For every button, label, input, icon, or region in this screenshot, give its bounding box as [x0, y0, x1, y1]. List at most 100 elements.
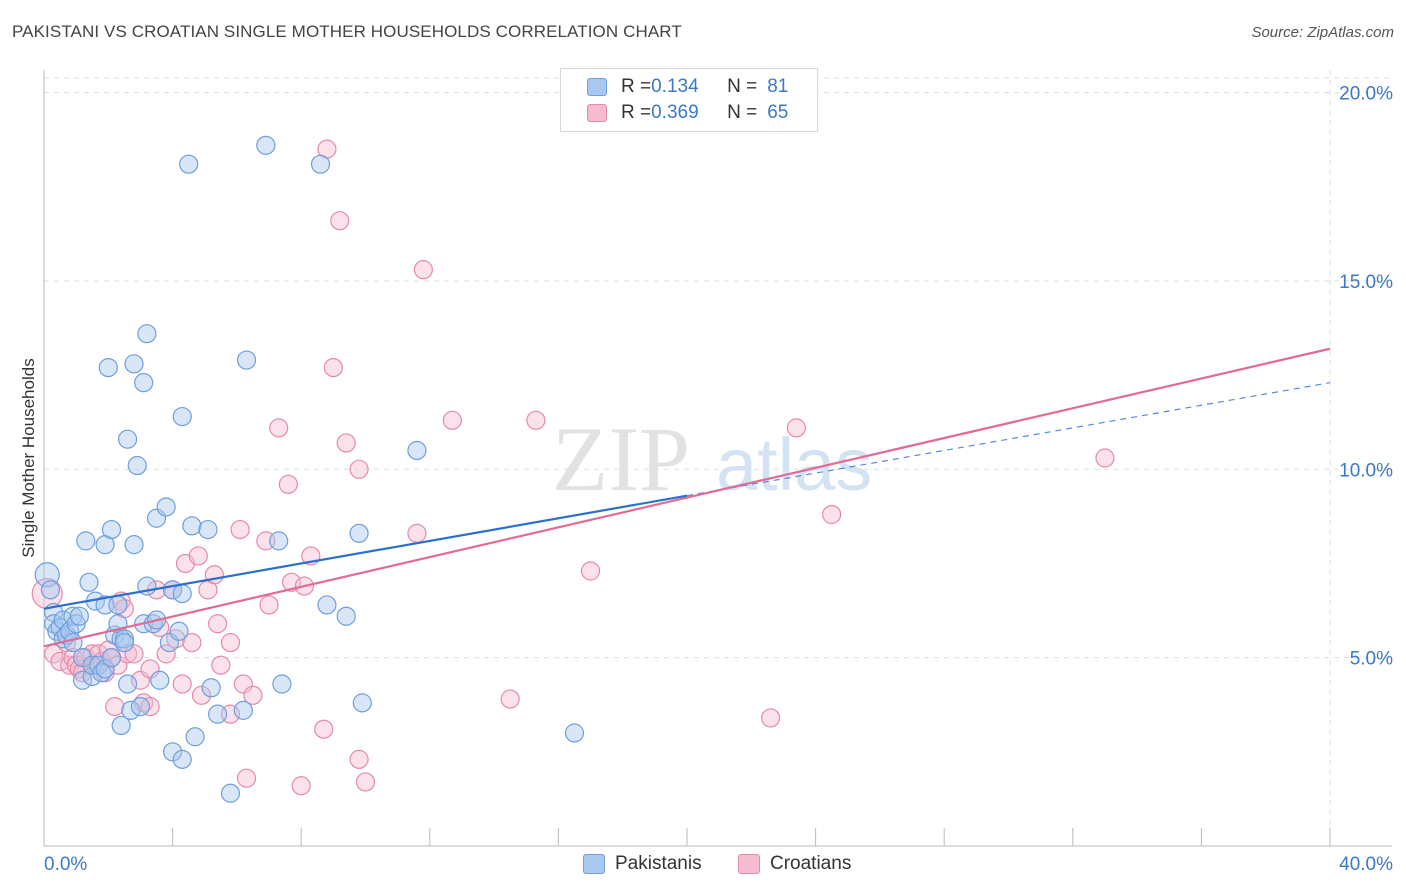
data-point-croatians: [407, 523, 427, 543]
bottom-legend-label: Pakistanis: [615, 853, 702, 874]
trend-lines: [43, 347, 1331, 648]
data-point-croatians: [500, 689, 520, 709]
source-label: Source: ZipAtlas.com: [1251, 24, 1394, 41]
data-point-pakistanis: [220, 783, 241, 803]
watermark-zip: ZIP: [552, 408, 690, 510]
data-point-croatians: [413, 260, 433, 280]
x-tick-label: 0.0%: [44, 854, 87, 875]
data-point-croatians: [442, 410, 462, 430]
watermark: ZIP atlas: [552, 408, 872, 510]
data-point-croatians: [786, 418, 806, 438]
data-point-pakistanis: [72, 670, 93, 690]
data-point-pakistanis: [117, 429, 138, 449]
data-point-croatians: [243, 685, 263, 705]
data-point-pakistanis: [114, 632, 134, 653]
axes: [43, 70, 1392, 847]
y-tick-label: 15.0%: [1339, 272, 1393, 293]
data-point-pakistanis: [130, 697, 151, 717]
data-point-croatians: [580, 561, 601, 581]
data-point-pakistanis: [310, 154, 331, 174]
data-point-pakistanis: [156, 497, 176, 517]
data-point-pakistanis: [134, 373, 154, 393]
data-point-croatians: [323, 357, 343, 378]
data-point-croatians: [355, 772, 376, 792]
data-point-pakistanis: [40, 580, 61, 600]
data-point-croatians: [230, 519, 250, 540]
data-point-pakistanis: [98, 357, 118, 378]
y-tick-label: 5.0%: [1350, 649, 1393, 670]
data-point-pakistanis: [208, 704, 228, 724]
legend-r-value: 0.134: [651, 76, 699, 97]
data-point-pakistanis: [256, 135, 276, 155]
data-point-pakistanis: [336, 606, 356, 626]
data-point-croatians: [204, 565, 224, 585]
data-point-pakistanis: [95, 659, 115, 679]
data-point-pakistanis: [269, 531, 289, 551]
series-pakistanis: [34, 135, 585, 803]
data-point-pakistanis: [172, 749, 192, 769]
data-point-pakistanis: [150, 670, 170, 690]
data-point-pakistanis: [108, 595, 128, 615]
data-point-pakistanis: [317, 595, 337, 615]
data-point-pakistanis: [92, 663, 112, 683]
data-point-pakistanis: [352, 693, 372, 713]
legend-swatch-blue: [587, 78, 607, 96]
data-point-croatians: [172, 674, 192, 694]
data-point-croatians: [236, 768, 257, 788]
trend-line-pakistanis-extension: [686, 382, 1331, 497]
data-point-pakistanis: [72, 648, 93, 668]
data-point-croatians: [259, 595, 279, 615]
data-point-pakistanis: [233, 700, 253, 720]
data-point-croatians: [526, 410, 546, 430]
data-point-croatians: [105, 697, 125, 717]
data-point-pakistanis: [407, 440, 427, 461]
data-point-croatians: [278, 474, 298, 494]
data-point-croatians: [211, 655, 231, 675]
data-point-croatians: [760, 708, 781, 728]
data-point-pakistanis: [272, 674, 292, 694]
data-point-pakistanis: [82, 655, 102, 675]
data-point-croatians: [208, 614, 228, 634]
data-point-croatians: [191, 685, 212, 705]
legend-r-value: 0.369: [651, 102, 699, 123]
data-point-pakistanis: [185, 727, 205, 747]
y-axis-label: Single Mother Households: [19, 358, 38, 557]
legend-swatch-pink: [587, 104, 607, 122]
data-point-pakistanis: [172, 406, 192, 427]
bottom-legend-swatch-pink: [738, 854, 760, 874]
correlation-legend: R = 0.134 N = 81 R = 0.369 N = 65: [560, 68, 818, 132]
data-point-pakistanis: [236, 350, 257, 370]
bottom-legend-label: Croatians: [770, 853, 852, 874]
data-point-pakistanis: [101, 648, 122, 668]
data-point-pakistanis: [349, 523, 369, 543]
data-point-pakistanis: [76, 531, 96, 551]
data-point-croatians: [50, 651, 70, 672]
data-point-pakistanis: [137, 324, 157, 344]
data-point-pakistanis: [124, 535, 144, 555]
y-tick-label: 10.0%: [1339, 460, 1393, 481]
data-point-croatians: [336, 433, 356, 453]
bottom-legend-croatians: Croatians: [738, 852, 851, 876]
data-point-pakistanis: [169, 621, 189, 641]
data-point-pakistanis: [101, 519, 122, 540]
legend-r-label: R =: [621, 102, 652, 123]
legend-n-label: N =: [727, 102, 758, 123]
trend-line-croatians: [43, 347, 1331, 648]
data-point-croatians: [269, 418, 289, 438]
data-point-croatians: [1095, 448, 1115, 468]
bottom-legend-pakistanis: Pakistanis: [583, 852, 702, 876]
data-point-croatians: [349, 749, 369, 769]
data-point-pakistanis: [127, 455, 147, 476]
legend-n-value: 81: [767, 76, 789, 97]
chart-title: PAKISTANI VS CROATIAN SINGLE MOTHER HOUS…: [12, 22, 682, 41]
data-point-croatians: [182, 632, 202, 653]
data-point-croatians: [349, 459, 369, 479]
data-point-pakistanis: [53, 610, 73, 630]
y-tick-label: 20.0%: [1339, 84, 1393, 105]
data-point-croatians: [291, 776, 311, 796]
data-point-croatians: [156, 644, 176, 664]
data-point-pakistanis: [121, 700, 141, 720]
data-point-pakistanis: [163, 742, 183, 762]
data-point-pakistanis: [172, 584, 192, 604]
